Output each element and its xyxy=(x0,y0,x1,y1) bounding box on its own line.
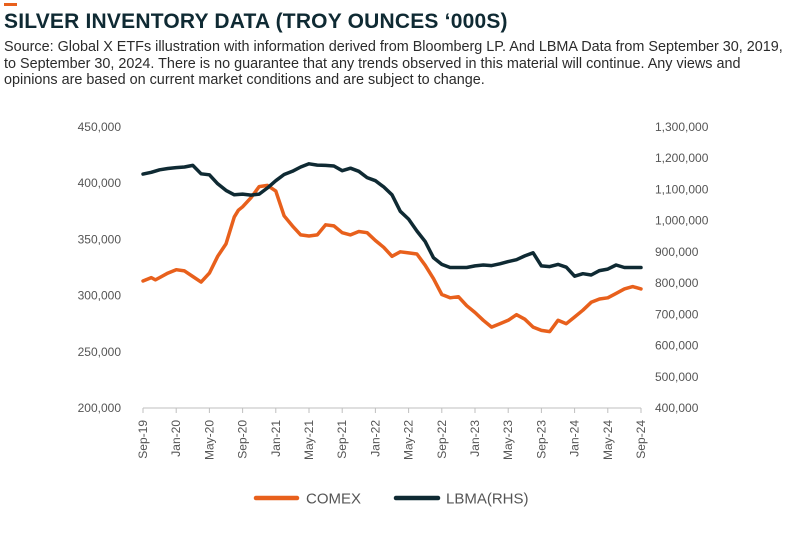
y-right-tick-label: 800,000 xyxy=(655,276,699,290)
source-note: Source: Global X ETFs illustration with … xyxy=(4,39,783,88)
series-line-lbma-rhs xyxy=(141,162,643,278)
y-right-tick-label: 1,300,000 xyxy=(655,120,709,134)
y-right-tick-label: 1,100,000 xyxy=(655,182,709,196)
legend: COMEX LBMA(RHS) xyxy=(253,491,529,508)
y-left-tick-label: 200,000 xyxy=(78,401,122,415)
x-tick-label: Jan-24 xyxy=(568,420,582,457)
x-tick-label: May-23 xyxy=(501,420,515,460)
x-tick-label: May-21 xyxy=(302,420,316,460)
y-right-tick-label: 600,000 xyxy=(655,339,699,353)
y-left-tick-label: 450,000 xyxy=(78,120,122,134)
x-tick-label: Jan-20 xyxy=(169,420,183,457)
chart-title: SILVER INVENTORY DATA (TROY OUNCES ‘000S… xyxy=(4,10,508,33)
y-right-tick-label: 500,000 xyxy=(655,370,699,384)
y-left-tick-label: 250,000 xyxy=(78,345,122,359)
x-tick-label: May-24 xyxy=(601,420,615,460)
y-right-tick-label: 1,000,000 xyxy=(655,214,709,228)
series-layer xyxy=(141,162,643,334)
axis-layer: Sep-19 Jan-20 May-20 Sep-20 Jan-21 May-21 Sep-… xyxy=(78,120,709,460)
series-line-comex xyxy=(141,183,643,334)
y-right-tick-label: 1,200,000 xyxy=(655,151,709,165)
y-left-tick-label: 350,000 xyxy=(78,232,122,246)
x-tick-label: Sep-20 xyxy=(236,420,250,459)
x-tick-label: Jan-21 xyxy=(269,420,283,457)
title-accent-bar xyxy=(4,3,17,6)
x-tick-label: Jan-22 xyxy=(368,420,382,457)
x-tick-label: Sep-22 xyxy=(435,420,449,459)
x-tick-label: Jan-23 xyxy=(468,420,482,457)
y-right-tick-label: 700,000 xyxy=(655,307,699,321)
y-left-tick-label: 400,000 xyxy=(78,176,122,190)
x-tick-label: Sep-23 xyxy=(534,420,548,459)
legend-label: COMEX xyxy=(306,491,361,508)
y-left-tick-label: 300,000 xyxy=(78,289,122,303)
y-right-tick-label: 400,000 xyxy=(655,401,699,415)
x-tick-label: May-20 xyxy=(202,420,216,460)
x-tick-label: May-22 xyxy=(402,420,416,460)
legend-label: LBMA(RHS) xyxy=(446,491,529,508)
x-tick-label: Sep-19 xyxy=(136,420,150,459)
x-tick-label: Sep-21 xyxy=(335,420,349,459)
y-right-tick-label: 900,000 xyxy=(655,245,699,259)
x-tick-label: Sep-24 xyxy=(634,420,648,459)
